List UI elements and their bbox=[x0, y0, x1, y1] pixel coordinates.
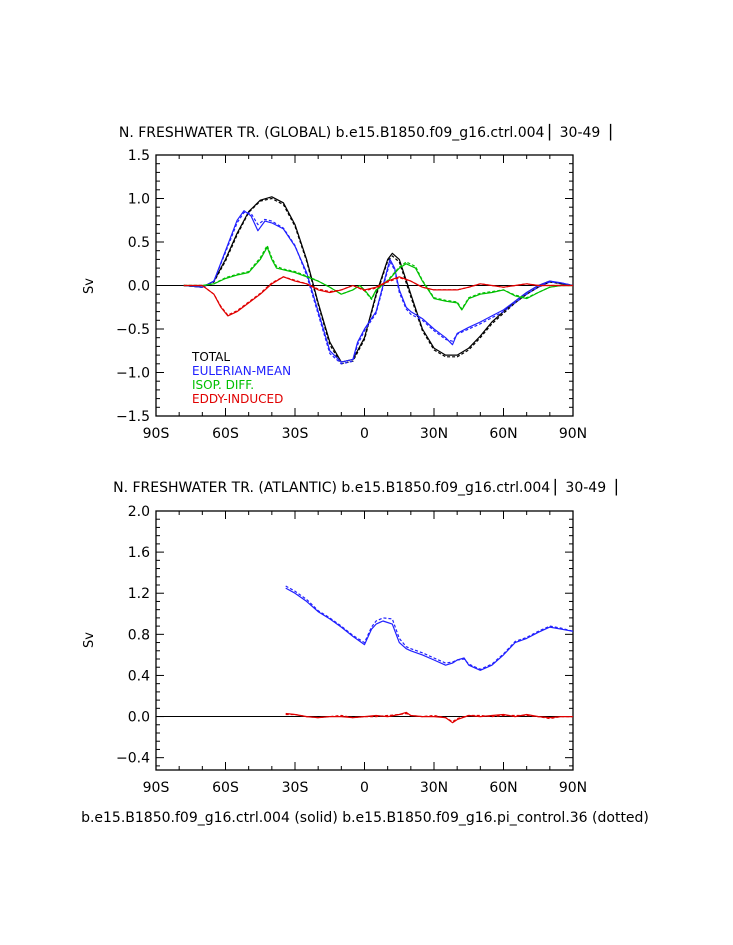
atlantic-chart: N. FRESHWATER TR. (ATLANTIC) b.e15.B1850… bbox=[82, 478, 617, 796]
y-tick-label: 0.4 bbox=[128, 668, 150, 684]
y-tick-label: −0.4 bbox=[116, 751, 150, 767]
series-line bbox=[183, 211, 574, 365]
series-line bbox=[183, 276, 573, 317]
atlantic-chart-title: N. FRESHWATER TR. (ATLANTIC) b.e15.B1850… bbox=[113, 478, 617, 496]
y-tick-label: 1.5 bbox=[128, 148, 150, 164]
x-tick-label: 30N bbox=[420, 780, 448, 796]
legend-eddy-induced: EDDY-INDUCED bbox=[192, 392, 283, 406]
y-tick-label: 0.0 bbox=[128, 279, 150, 295]
x-tick-label: 0 bbox=[360, 780, 369, 796]
y-tick-label: −1.5 bbox=[116, 409, 150, 425]
y-tick-label: 1.6 bbox=[128, 545, 150, 561]
global-chart-title: N. FRESHWATER TR. (GLOBAL) b.e15.B1850.f… bbox=[119, 123, 611, 141]
plot-frame bbox=[155, 510, 574, 771]
legend-isop-diff: ISOP. DIFF. bbox=[192, 378, 254, 392]
series-line bbox=[183, 276, 573, 316]
series-line bbox=[285, 711, 573, 724]
y-tick-label: 0.8 bbox=[128, 627, 150, 643]
y-tick-label: 1.0 bbox=[128, 192, 150, 208]
x-tick-label: 30N bbox=[420, 426, 448, 442]
legend-total: TOTAL bbox=[191, 350, 230, 364]
global-chart: N. FRESHWATER TR. (GLOBAL) b.e15.B1850.f… bbox=[82, 123, 611, 442]
series-line bbox=[183, 246, 573, 311]
y-tick-label: 1.2 bbox=[128, 586, 150, 602]
x-tick-label: 30S bbox=[282, 426, 309, 442]
y-tick-label: −0.5 bbox=[116, 322, 150, 338]
atlantic-y-axis-label: Sv bbox=[82, 632, 97, 648]
y-tick-label: −1.0 bbox=[116, 366, 150, 382]
footer-caption: b.e15.B1850.f09_g16.ctrl.004 (solid) b.e… bbox=[81, 810, 649, 826]
x-tick-label: 0 bbox=[360, 426, 369, 442]
series-line bbox=[183, 244, 573, 310]
x-tick-label: 90S bbox=[143, 426, 170, 442]
global-y-axis-label: Sv bbox=[82, 278, 97, 294]
series-line bbox=[285, 585, 574, 670]
series-line bbox=[285, 712, 573, 723]
y-tick-label: 0.5 bbox=[128, 235, 150, 251]
global-legend: TOTAL EULERIAN-MEAN ISOP. DIFF. EDDY-IND… bbox=[191, 350, 291, 406]
x-tick-label: 90S bbox=[143, 780, 170, 796]
y-tick-label: 0.0 bbox=[128, 710, 150, 726]
series-line bbox=[285, 587, 574, 671]
x-tick-label: 60S bbox=[212, 780, 239, 796]
x-tick-label: 90N bbox=[559, 780, 587, 796]
y-tick-label: 2.0 bbox=[128, 504, 150, 520]
x-tick-label: 30S bbox=[282, 780, 309, 796]
legend-eulerian-mean: EULERIAN-MEAN bbox=[192, 364, 291, 378]
x-tick-label: 60S bbox=[212, 426, 239, 442]
series-line bbox=[183, 196, 574, 363]
x-tick-label: 60N bbox=[489, 426, 517, 442]
x-tick-label: 90N bbox=[559, 426, 587, 442]
x-tick-label: 60N bbox=[489, 780, 517, 796]
